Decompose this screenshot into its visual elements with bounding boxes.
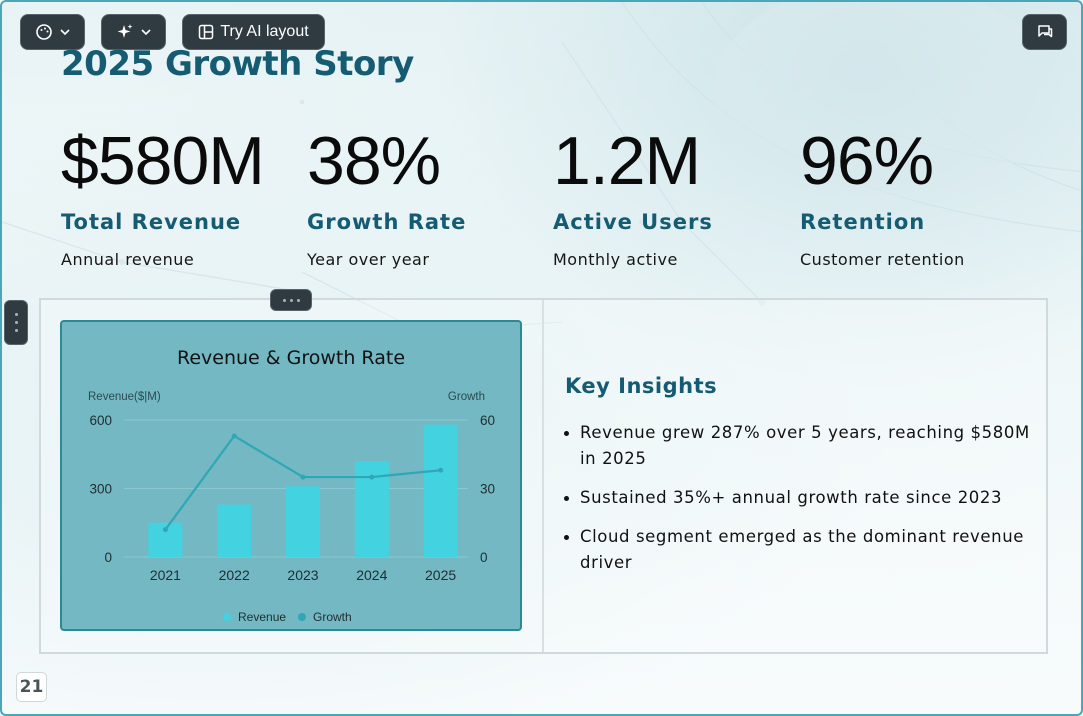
growth-point	[438, 467, 444, 473]
chart-title: Revenue & Growth Rate	[177, 347, 405, 369]
x-tick-label: 2024	[356, 567, 387, 583]
layout-icon	[198, 24, 214, 40]
stat-label: Active Users	[553, 210, 713, 234]
stat-value: $580M	[61, 123, 265, 199]
insights-title[interactable]: Key Insights	[565, 374, 718, 398]
growth-point	[300, 474, 306, 480]
ai-dropdown-button[interactable]	[101, 14, 166, 50]
page-title[interactable]: 2025 Growth Story	[61, 44, 414, 84]
chevron-down-icon	[59, 26, 71, 38]
column-divider[interactable]	[542, 300, 544, 652]
drag-handle-horizontal[interactable]	[270, 289, 312, 311]
palette-icon	[35, 23, 53, 41]
y-tick-label: 600	[89, 413, 112, 428]
revenue-bar	[217, 504, 252, 557]
stat-growth-rate[interactable]: 38% Growth Rate Year over year	[307, 122, 547, 269]
growth-point	[162, 527, 168, 533]
y2-tick-label: 60	[480, 413, 495, 428]
try-ai-layout-label: Try AI layout	[220, 23, 309, 40]
stat-description: Monthly active	[553, 250, 678, 269]
stat-total-revenue[interactable]: $580M Total Revenue Annual revenue	[61, 122, 301, 269]
legend-swatch-growth	[298, 613, 306, 621]
sparkle-icon	[116, 23, 134, 41]
y2-tick-label: 30	[480, 482, 495, 497]
revenue-bar	[423, 424, 458, 557]
insights-list[interactable]: Revenue grew 287% over 5 years, reaching…	[564, 420, 1030, 589]
drag-handle-vertical[interactable]	[4, 300, 28, 345]
page-number: 21	[16, 672, 47, 702]
stat-description: Customer retention	[800, 250, 965, 269]
insight-item: Revenue grew 287% over 5 years, reaching…	[564, 420, 1030, 472]
stat-description: Annual revenue	[61, 250, 195, 269]
y2-tick-label: 0	[480, 550, 488, 565]
theme-dropdown-button[interactable]	[20, 14, 85, 50]
y-tick-label: 300	[89, 482, 112, 497]
x-tick-label: 2021	[150, 567, 181, 583]
stat-label: Retention	[800, 210, 926, 234]
stat-value: 1.2M	[553, 123, 701, 199]
growth-point	[369, 474, 375, 480]
revenue-bar	[286, 486, 320, 557]
stat-label: Total Revenue	[61, 210, 242, 234]
legend-label-growth: Growth	[313, 610, 352, 624]
x-tick-label: 2022	[219, 567, 250, 583]
y-tick-label: 0	[104, 550, 112, 565]
insight-item: Cloud segment emerged as the dominant re…	[564, 524, 1030, 576]
comments-button[interactable]	[1022, 14, 1067, 50]
combo-chart: Revenue & Growth Rate Revenue($|M) Growt…	[88, 347, 495, 624]
stat-value: 38%	[307, 123, 441, 199]
legend-swatch-revenue	[223, 613, 231, 621]
chevron-down-icon	[140, 26, 152, 38]
stat-value: 96%	[800, 123, 934, 199]
x-tick-label: 2025	[425, 567, 456, 583]
stat-label: Growth Rate	[307, 210, 467, 234]
legend-label-revenue: Revenue	[238, 610, 286, 624]
try-ai-layout-button[interactable]: Try AI layout	[182, 14, 325, 50]
y-axis-label: Revenue($|M)	[88, 391, 161, 403]
chart-card[interactable]: Revenue & Growth Rate Revenue($|M) Growt…	[60, 320, 522, 631]
comment-icon	[1036, 23, 1054, 41]
stat-active-users[interactable]: 1.2M Active Users Monthly active	[553, 122, 793, 269]
y2-axis-label: Growth	[448, 391, 485, 403]
growth-point	[231, 433, 237, 439]
stat-retention[interactable]: 96% Retention Customer retention	[800, 122, 1040, 269]
x-tick-label: 2023	[287, 567, 318, 583]
stat-description: Year over year	[307, 250, 430, 269]
insight-item: Sustained 35%+ annual growth rate since …	[564, 485, 1030, 511]
